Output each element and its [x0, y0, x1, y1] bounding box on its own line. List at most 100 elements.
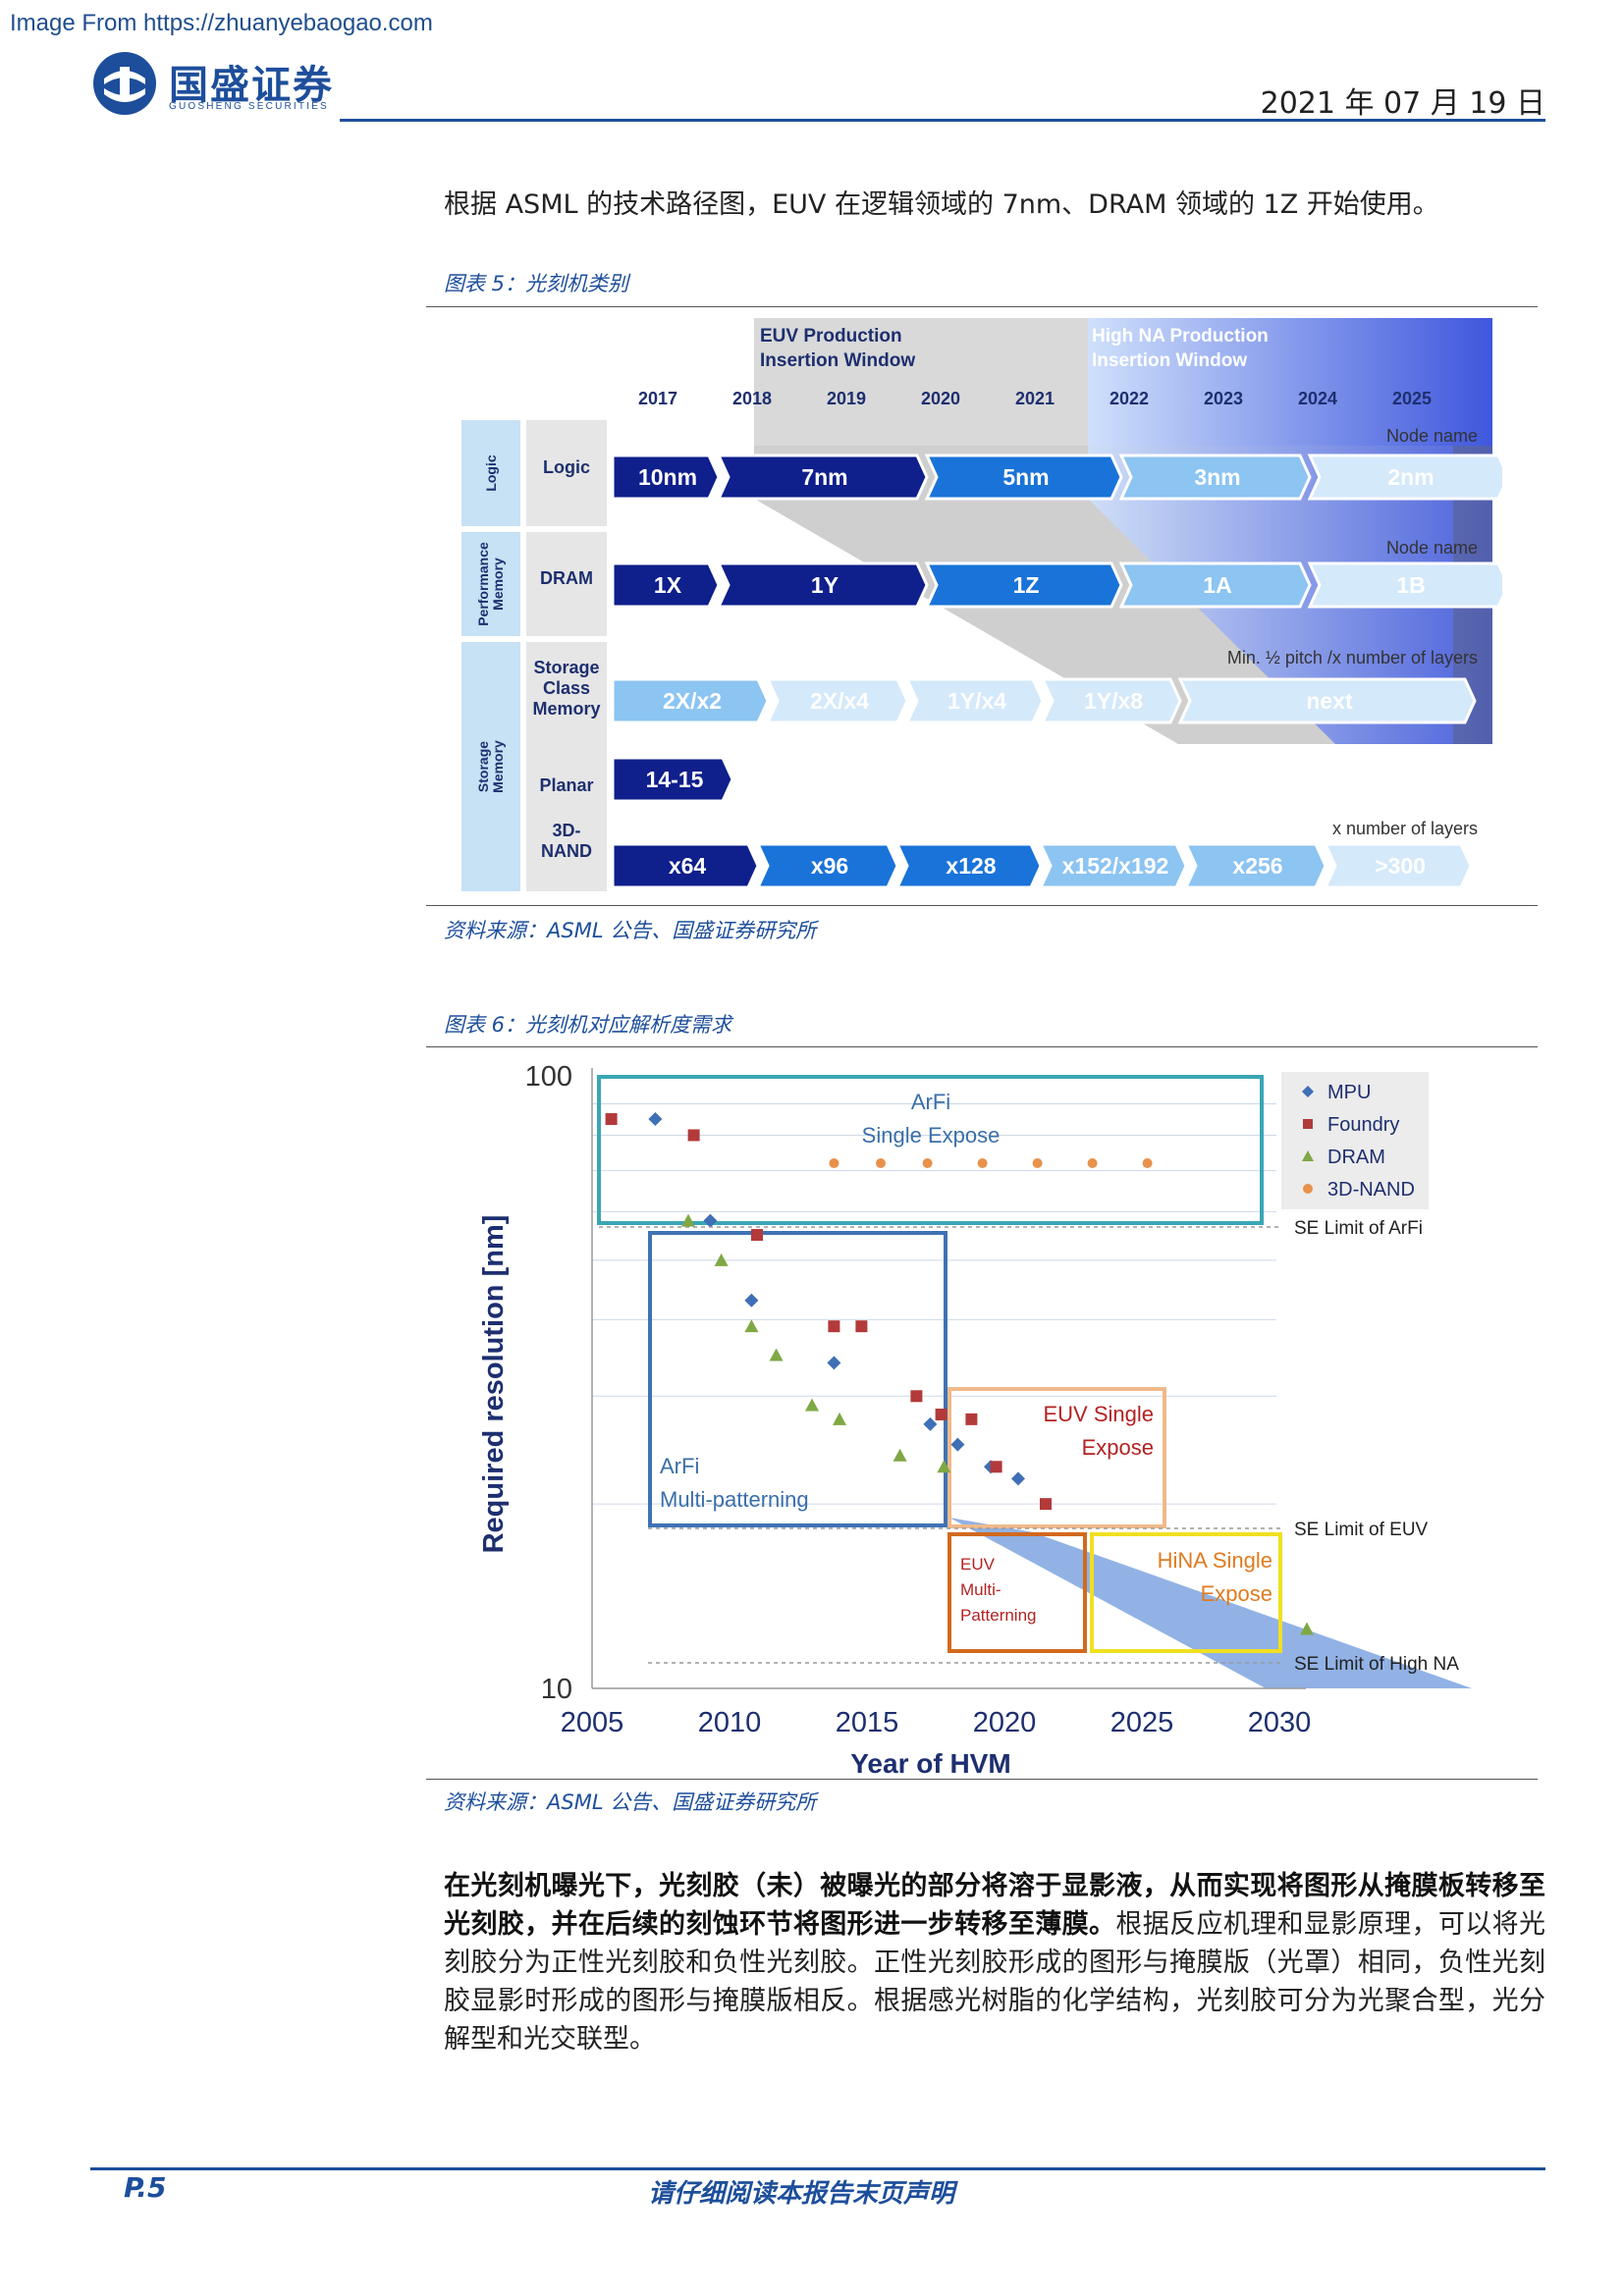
roadmap-arrows: 10nm 7nm 5nm 3nm 2nm 1X 1Y 1Z 1A 1B 2X/x2 2X/x4 1Y/x… — [611, 454, 1502, 889]
paragraph-normal: 根据反应机理和显影原理，可以将光刻胶分为正性光刻胶和负性光刻胶。正性光刻胶形成的… — [444, 1909, 1545, 2055]
x-tick-label: 2020 — [973, 1707, 1037, 1738]
nand-point — [1032, 1158, 1043, 1169]
foundry-point — [935, 1408, 947, 1420]
legend-label: 3D-NAND — [1327, 1179, 1415, 1201]
roadmap-node-label: 1X — [654, 572, 682, 598]
roadmap-node-label: 2X/x2 — [663, 688, 722, 714]
roadmap-arrow — [924, 561, 1123, 609]
header-divider — [340, 119, 1545, 122]
euv-window-line2: Insertion Window — [760, 350, 915, 371]
row-labels: Logic DRAM Storage Class Memory Planar 3D-NAND — [532, 457, 600, 861]
se-limit-label: SE Limit of ArFi — [1294, 1218, 1423, 1239]
dram-point — [744, 1319, 759, 1333]
regime-boxes: ArFi Single Expose ArFi Multi-patterning EUV… — [597, 1075, 1282, 1653]
roadmap-arrow — [716, 454, 929, 501]
roadmap-node-label: 3nm — [1194, 464, 1240, 490]
resolution-wedge-shape — [949, 1518, 1472, 1688]
mpu-point — [744, 1293, 759, 1308]
roadmap-node-label: 1A — [1203, 572, 1231, 598]
mpu-point — [1011, 1471, 1025, 1486]
row-label: 3D-NAND — [541, 821, 592, 861]
brand-name: 国盛证券 — [169, 63, 334, 108]
foundry-point — [605, 1113, 618, 1126]
figure5-source: 资料来源：ASML 公告、国盛证券研究所 — [444, 919, 817, 942]
foundry-point — [855, 1320, 868, 1333]
x-tick-label: 2025 — [1110, 1707, 1174, 1738]
legend-label: MPU — [1327, 1082, 1371, 1103]
figure5-top-rule — [426, 306, 1538, 307]
foundry-point — [828, 1320, 840, 1333]
nand-point — [977, 1158, 988, 1169]
watermark-text: Image From https://zhuanyebaogao.com — [10, 10, 433, 36]
roadmap-arrow — [1307, 454, 1502, 501]
row-label: DRAM — [540, 568, 593, 588]
box-label-arfi-single: ArFi Single Expose — [862, 1090, 1001, 1148]
roadmap-arrow — [904, 677, 1045, 724]
euv-window-line1: EUV Production — [760, 326, 902, 347]
page-number: P.5 — [124, 2171, 167, 2204]
y-axis-title: Required resolution [nm] — [478, 1215, 510, 1554]
regime-box — [648, 1231, 947, 1527]
dram-point — [1300, 1622, 1314, 1635]
regime-box — [947, 1532, 1087, 1653]
mpu-point — [648, 1112, 663, 1127]
roadmap-node-label: 5nm — [1002, 464, 1049, 490]
figure6-top-rule — [426, 1046, 1538, 1047]
row-label: Logic — [543, 457, 590, 477]
chart-legend: MPU Foundry DRAM 3D-NAND — [1281, 1072, 1429, 1209]
group-logic — [461, 420, 520, 526]
roadmap-node-label: next — [1306, 688, 1353, 714]
regime-box — [597, 1075, 1264, 1225]
roadmap-node-label: 2nm — [1387, 464, 1434, 490]
brand-name-en: GUOSHENG SECURITIES — [169, 101, 329, 112]
roadmap-arrow — [1177, 677, 1477, 724]
foundry-point — [751, 1229, 763, 1242]
roadmap-arrow — [1183, 842, 1327, 889]
year-label: 2019 — [827, 389, 866, 408]
figure6-chart: ArFi Single Expose ArFi Multi-patterning EUV… — [478, 1061, 1472, 1777]
figure5-roadmap: EUV Production Insertion Window High NA … — [461, 318, 1502, 891]
row-captions: Node name Node name Min. ½ pitch /x number… — [1227, 426, 1478, 838]
roadmap-node-label: x128 — [946, 853, 996, 879]
nand-point — [1087, 1158, 1098, 1169]
roadmap-node-label: 1Z — [1013, 572, 1040, 598]
row-caption: x number of layers — [1332, 819, 1478, 838]
row-label: Planar — [539, 775, 593, 795]
year-axis: 2017 2018 2019 2020 2021 2022 2023 2024 2025 — [638, 389, 1432, 408]
row-caption: Node name — [1386, 426, 1478, 446]
foundry-point — [910, 1390, 923, 1403]
box-label-arfi-multi: ArFi Multi-patterning — [660, 1454, 809, 1512]
resolution-wedge — [949, 1518, 1472, 1688]
mpu-point — [703, 1213, 718, 1228]
legend-marker — [1303, 1119, 1313, 1129]
year-label: 2017 — [638, 389, 677, 408]
roadmap-node-label: x64 — [669, 853, 707, 879]
legend-marker — [1302, 1086, 1314, 1097]
figure5-title: 图表 5：光刻机类别 — [444, 272, 629, 295]
footer-divider — [90, 2167, 1545, 2170]
x-tick-label: 2010 — [698, 1707, 762, 1738]
row-caption: Min. ½ pitch /x number of layers — [1227, 648, 1478, 667]
group-label: Logic — [483, 454, 499, 492]
roadmap-node-label: 2X/x4 — [810, 688, 869, 714]
x-tick-label: 2030 — [1248, 1707, 1312, 1738]
y-tick-label: 100 — [525, 1061, 572, 1093]
legend-label: DRAM — [1327, 1147, 1385, 1168]
highna-window-label: High NA Production Insertion Window — [1092, 326, 1273, 371]
roadmap-node-label: 7nm — [801, 464, 847, 490]
figure5-bottom-rule — [426, 905, 1538, 906]
roadmap-arrow — [611, 454, 721, 501]
year-label: 2024 — [1298, 389, 1337, 408]
roadmap-arrow — [1118, 454, 1312, 501]
intro-text: 根据 ASML 的技术路径图，EUV 在逻辑领域的 7nm、DRAM 领域的 1… — [444, 189, 1439, 220]
year-label: 2018 — [732, 389, 772, 408]
roadmap-arrow — [611, 677, 770, 724]
footer-notice: 请仔细阅读本报告末页声明 — [648, 2179, 955, 2209]
dram-point — [714, 1253, 729, 1266]
regime-box — [1090, 1532, 1282, 1653]
roadmap-node-label: x256 — [1232, 853, 1282, 879]
dram-point — [805, 1398, 819, 1412]
paragraph-bold: 在光刻机曝光下，光刻胶（未）被曝光的部分将溶于显影液，从而实现将图形从掩膜板转移… — [444, 1871, 1545, 1940]
highna-window-line2: Insertion Window — [1092, 350, 1247, 371]
roadmap-node-label: x152/x192 — [1062, 853, 1169, 879]
